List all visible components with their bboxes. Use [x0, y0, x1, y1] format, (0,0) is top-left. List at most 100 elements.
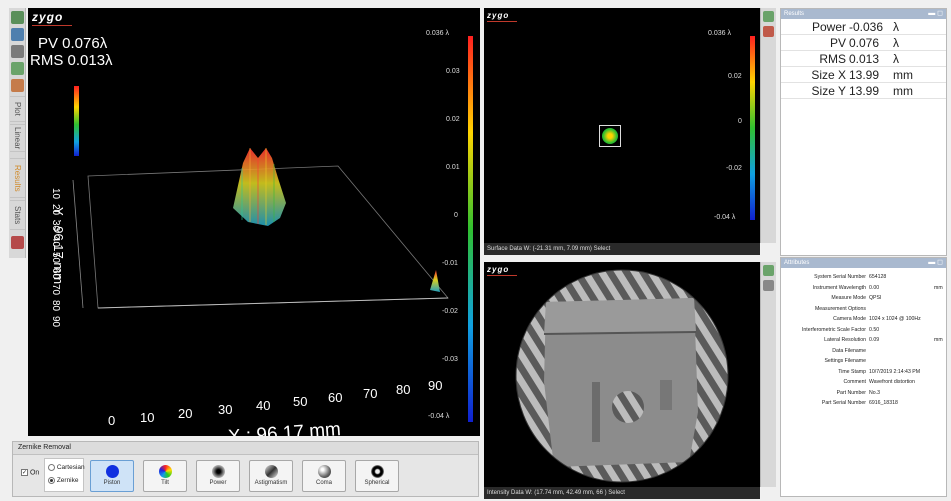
y-tick: 10 [50, 187, 62, 200]
y-tick: 70 [50, 283, 62, 296]
zygo-logo-small: zygo [487, 11, 510, 20]
x-tick-70: 70 [363, 386, 378, 401]
power-button[interactable]: Power [196, 460, 240, 492]
zernike-removal-panel: Zernike Removal ✓ On Cartesian Zernike P… [12, 441, 479, 497]
piston-icon [105, 465, 119, 478]
surface-colorbar-tick: -0.04 λ [714, 214, 736, 221]
tilt-button[interactable]: Tilt [143, 460, 187, 492]
attributes-list: System Serial Number 654128 Instrument Wa… [781, 268, 946, 409]
mode-cartesian-radio[interactable]: Cartesian [48, 464, 85, 471]
intensity-status-bar: Intensity Data W: (17.74 mm, 42.49 mm, 6… [484, 487, 760, 499]
result-row-size-x: Size X 13.99 mm [781, 67, 946, 83]
attr-row: Settings Filename [824, 358, 866, 364]
attr-row: Camera Mode 1024 x 1024 @ 100Hz [833, 316, 921, 322]
result-row-size-y: Size Y 13.99 mm [781, 83, 946, 99]
astigmatism-icon [264, 465, 278, 478]
surface-data-pane[interactable]: zygo 0.036 λ 0.02 0 -0.02 -0.04 λ [484, 8, 760, 243]
tab-plot[interactable]: Plot [10, 96, 25, 122]
on-label: On [29, 469, 40, 477]
tab-linear[interactable]: Linear [10, 124, 25, 152]
x-tick-20: 20 [178, 406, 193, 421]
colorbar-tick: 0.02 [446, 116, 460, 123]
checkbox-icon[interactable]: ✓ [21, 469, 28, 476]
result-row-rms: RMS 0.013 λ [781, 51, 946, 67]
palette-icon[interactable] [11, 79, 24, 92]
x-tick-0: 0 [108, 413, 116, 428]
view-tool-strip: Plot Linear Results Stats [9, 8, 26, 258]
x-tick-80: 80 [396, 382, 411, 397]
attr-row: Measurement Options [814, 305, 866, 312]
surface-3d-plot [72, 86, 449, 309]
attr-row: Interferometric Scale Factor 0.50 [801, 326, 880, 333]
attributes-title: Attributes [784, 260, 810, 266]
astigmatism-button[interactable]: Astigmatism [249, 460, 293, 492]
legend-bar [74, 86, 79, 156]
interferogram-image [515, 269, 729, 483]
colorbar-tick: -0.03 [442, 356, 458, 363]
attr-row: Data Filename [832, 347, 866, 354]
rms-readout: RMS 0.013λ [30, 52, 113, 69]
spherical-button[interactable]: Spherical [355, 460, 399, 492]
tab-stats[interactable]: Stats [10, 200, 25, 230]
y-tick: 80 [50, 299, 62, 312]
surface-colorbar-tick: 0.036 λ [708, 30, 731, 37]
coma-button[interactable]: Coma [302, 460, 346, 492]
logo-underline [487, 275, 517, 276]
intensity-data-pane[interactable]: zygo [484, 262, 760, 487]
surface-patch-frame [599, 125, 621, 147]
mode-radio-group [44, 458, 84, 492]
piston-button[interactable]: Piston [90, 460, 134, 492]
colorbar [468, 36, 473, 422]
results-title-bar: Results ▬ ◻ [781, 9, 946, 19]
expand-icon[interactable] [11, 62, 24, 75]
x-tick-40: 40 [256, 398, 271, 413]
colorbar-tick: 0.01 [446, 164, 460, 171]
attr-row: System Serial Number 654128 [814, 274, 887, 280]
attributes-panel: Attributes ▬ ◻ System Serial Number 65412… [780, 257, 947, 497]
grid-icon[interactable] [11, 45, 24, 58]
view-2d-icon[interactable] [11, 28, 24, 41]
colorbar-tick: 0.03 [446, 68, 460, 75]
attr-row: Measure Mode QPSI [831, 295, 882, 301]
x-tick-30: 30 [218, 402, 233, 417]
attr-row: Instrument Wavelength 0.00 mm [812, 284, 943, 291]
x-tick-90: 90 [428, 378, 443, 393]
attr-row: Time Stamp 10/7/2019 2:14:43 PM [838, 368, 921, 375]
x-axis-line [97, 297, 449, 309]
pin-icon[interactable]: ▬ ◻ [928, 259, 943, 266]
expand-icon[interactable] [763, 265, 774, 276]
result-row-pv: PV 0.076 λ [781, 35, 946, 51]
settings-icon[interactable] [763, 280, 774, 291]
view-3d-icon[interactable] [11, 11, 24, 24]
zygo-logo: zygo [32, 10, 64, 24]
attributes-title-bar: Attributes ▬ ◻ [781, 258, 946, 268]
colorbar-tick: -0.01 [442, 260, 458, 267]
surface-pane-strip [760, 8, 776, 243]
coma-icon [317, 465, 331, 478]
chart-icon[interactable] [11, 236, 24, 249]
zernike-on-toggle[interactable]: ✓ On [21, 469, 39, 476]
intensity-pane-strip [760, 262, 776, 487]
x-tick-10: 10 [140, 410, 155, 425]
y-axis-label: Y : 96.17 mm [51, 206, 67, 285]
palette-icon[interactable] [763, 26, 774, 37]
tab-results[interactable]: Results [10, 158, 25, 198]
pin-icon[interactable]: ▬ ◻ [928, 10, 943, 17]
surface-colorbar [750, 36, 755, 220]
results-panel: Results ▬ ◻ Power -0.036 λ PV 0.076 λ RMS 0.0… [780, 8, 947, 256]
surface-status-bar: Surface Data W: (-21.31 mm, 7.09 mm) Sel… [484, 243, 760, 255]
attr-row: Lateral Resolution 0.09 mm [824, 337, 943, 343]
colorbar-tick: 0.036 λ [426, 30, 449, 37]
pv-readout: PV 0.076λ [38, 35, 108, 52]
surface-patch [602, 128, 618, 144]
expand-icon[interactable] [763, 11, 774, 22]
power-icon [211, 465, 225, 478]
colorbar-tick: -0.02 [442, 308, 458, 315]
surface-colorbar-tick: 0 [738, 118, 742, 125]
tilt-icon [158, 465, 172, 478]
x-tick-50: 50 [293, 394, 308, 409]
mode-zernike-radio[interactable]: Zernike [48, 477, 79, 484]
y-tick: 90 [50, 315, 62, 328]
surface-colorbar-tick: -0.02 [726, 165, 742, 172]
surface-3d-view[interactable]: zygo PV 0.076λ RMS 0.013λ [28, 8, 480, 436]
